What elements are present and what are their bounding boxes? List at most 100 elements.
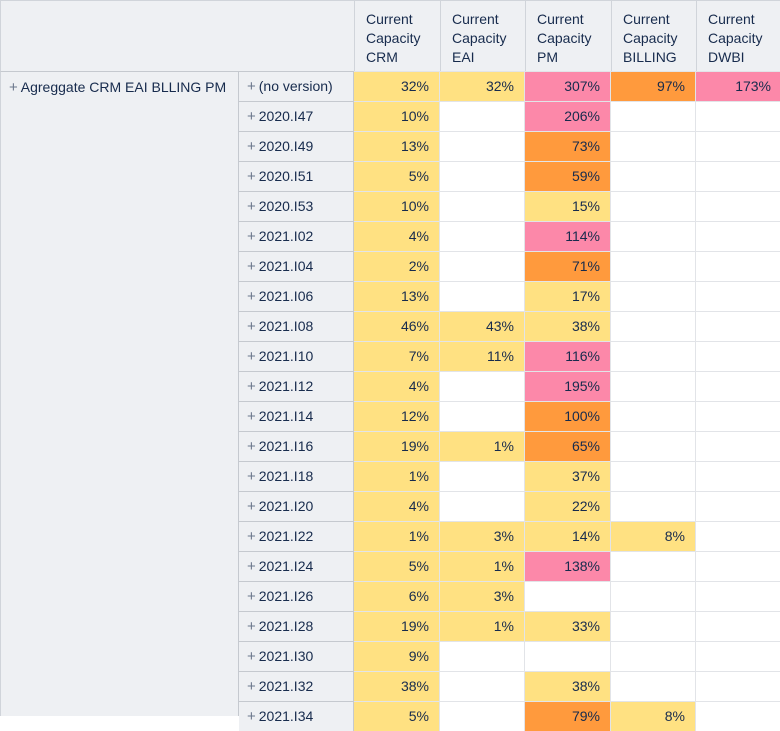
value-cell[interactable] bbox=[611, 671, 696, 701]
version-row-header[interactable]: + (no version) bbox=[239, 71, 354, 101]
value-cell[interactable] bbox=[440, 131, 525, 161]
value-cell[interactable] bbox=[611, 101, 696, 131]
value-cell[interactable] bbox=[696, 311, 780, 341]
value-cell[interactable]: 4% bbox=[354, 491, 440, 521]
value-cell[interactable] bbox=[696, 611, 780, 641]
value-cell[interactable] bbox=[696, 431, 780, 461]
value-cell[interactable] bbox=[696, 401, 780, 431]
value-cell[interactable]: 46% bbox=[354, 311, 440, 341]
value-cell[interactable]: 3% bbox=[440, 581, 525, 611]
value-cell[interactable] bbox=[696, 221, 780, 251]
expand-plus-icon[interactable]: + bbox=[247, 408, 256, 425]
value-cell[interactable]: 10% bbox=[354, 191, 440, 221]
value-cell[interactable] bbox=[611, 431, 696, 461]
value-cell[interactable] bbox=[611, 371, 696, 401]
value-cell[interactable]: 5% bbox=[354, 701, 440, 731]
expand-plus-icon[interactable]: + bbox=[247, 258, 256, 275]
version-row-header[interactable]: +2021.I06 bbox=[239, 281, 354, 311]
value-cell[interactable]: 206% bbox=[525, 101, 611, 131]
value-cell[interactable]: 6% bbox=[354, 581, 440, 611]
value-cell[interactable]: 307% bbox=[525, 71, 611, 101]
expand-plus-icon[interactable]: + bbox=[247, 318, 256, 335]
version-row-header[interactable]: +2021.I20 bbox=[239, 491, 354, 521]
version-row-header[interactable]: +2021.I08 bbox=[239, 311, 354, 341]
version-row-header[interactable]: +2021.I32 bbox=[239, 671, 354, 701]
version-row-header[interactable]: +2021.I16 bbox=[239, 431, 354, 461]
value-cell[interactable] bbox=[440, 161, 525, 191]
expand-plus-icon[interactable]: + bbox=[247, 708, 256, 725]
value-cell[interactable]: 1% bbox=[354, 461, 440, 491]
value-cell[interactable] bbox=[696, 341, 780, 371]
value-cell[interactable]: 73% bbox=[525, 131, 611, 161]
value-cell[interactable] bbox=[611, 341, 696, 371]
expand-plus-icon[interactable]: + bbox=[247, 588, 256, 605]
value-cell[interactable]: 7% bbox=[354, 341, 440, 371]
expand-plus-icon[interactable]: + bbox=[247, 288, 256, 305]
value-cell[interactable] bbox=[440, 701, 525, 731]
value-cell[interactable] bbox=[440, 191, 525, 221]
expand-plus-icon[interactable]: + bbox=[247, 618, 256, 635]
value-cell[interactable]: 11% bbox=[440, 341, 525, 371]
expand-plus-icon[interactable]: + bbox=[247, 648, 256, 665]
value-cell[interactable] bbox=[696, 281, 780, 311]
value-cell[interactable]: 195% bbox=[525, 371, 611, 401]
value-cell[interactable]: 1% bbox=[354, 521, 440, 551]
expand-plus-icon[interactable]: + bbox=[247, 228, 256, 245]
version-row-header[interactable]: +2021.I04 bbox=[239, 251, 354, 281]
group-row-header[interactable]: + Agreggate CRM EAI BLLING PM bbox=[0, 71, 239, 716]
value-cell[interactable]: 13% bbox=[354, 131, 440, 161]
value-cell[interactable] bbox=[525, 641, 611, 671]
value-cell[interactable]: 71% bbox=[525, 251, 611, 281]
value-cell[interactable] bbox=[611, 161, 696, 191]
version-row-header[interactable]: +2021.I34 bbox=[239, 701, 354, 731]
version-row-header[interactable]: +2020.I53 bbox=[239, 191, 354, 221]
value-cell[interactable] bbox=[440, 671, 525, 701]
value-cell[interactable]: 14% bbox=[525, 521, 611, 551]
expand-plus-icon[interactable]: + bbox=[247, 498, 256, 515]
value-cell[interactable] bbox=[696, 251, 780, 281]
value-cell[interactable]: 12% bbox=[354, 401, 440, 431]
value-cell[interactable]: 32% bbox=[440, 71, 525, 101]
version-row-header[interactable]: +2021.I18 bbox=[239, 461, 354, 491]
expand-plus-icon[interactable]: + bbox=[247, 168, 256, 185]
value-cell[interactable] bbox=[440, 641, 525, 671]
value-cell[interactable] bbox=[696, 641, 780, 671]
column-header[interactable]: Current Capacity EAI bbox=[440, 0, 525, 71]
value-cell[interactable] bbox=[440, 101, 525, 131]
version-row-header[interactable]: +2020.I51 bbox=[239, 161, 354, 191]
value-cell[interactable] bbox=[440, 281, 525, 311]
column-header[interactable]: Current Capacity DWBI bbox=[696, 0, 780, 71]
value-cell[interactable] bbox=[440, 221, 525, 251]
value-cell[interactable] bbox=[696, 521, 780, 551]
value-cell[interactable]: 38% bbox=[354, 671, 440, 701]
expand-plus-icon[interactable]: + bbox=[247, 78, 256, 95]
value-cell[interactable]: 173% bbox=[696, 71, 780, 101]
value-cell[interactable] bbox=[611, 551, 696, 581]
value-cell[interactable]: 4% bbox=[354, 371, 440, 401]
value-cell[interactable] bbox=[611, 191, 696, 221]
value-cell[interactable]: 1% bbox=[440, 431, 525, 461]
value-cell[interactable] bbox=[440, 491, 525, 521]
value-cell[interactable]: 100% bbox=[525, 401, 611, 431]
value-cell[interactable]: 116% bbox=[525, 341, 611, 371]
value-cell[interactable]: 13% bbox=[354, 281, 440, 311]
value-cell[interactable]: 79% bbox=[525, 701, 611, 731]
version-row-header[interactable]: +2021.I24 bbox=[239, 551, 354, 581]
value-cell[interactable] bbox=[611, 251, 696, 281]
version-row-header[interactable]: +2021.I26 bbox=[239, 581, 354, 611]
column-header[interactable]: Current Capacity BILLING bbox=[611, 0, 696, 71]
expand-plus-icon[interactable]: + bbox=[247, 558, 256, 575]
value-cell[interactable] bbox=[525, 581, 611, 611]
value-cell[interactable] bbox=[611, 131, 696, 161]
value-cell[interactable] bbox=[696, 161, 780, 191]
version-row-header[interactable]: +2021.I12 bbox=[239, 371, 354, 401]
value-cell[interactable] bbox=[696, 581, 780, 611]
version-row-header[interactable]: +2021.I22 bbox=[239, 521, 354, 551]
value-cell[interactable] bbox=[611, 611, 696, 641]
value-cell[interactable]: 4% bbox=[354, 221, 440, 251]
value-cell[interactable] bbox=[440, 251, 525, 281]
value-cell[interactable]: 15% bbox=[525, 191, 611, 221]
value-cell[interactable]: 17% bbox=[525, 281, 611, 311]
value-cell[interactable] bbox=[440, 371, 525, 401]
value-cell[interactable]: 38% bbox=[525, 311, 611, 341]
